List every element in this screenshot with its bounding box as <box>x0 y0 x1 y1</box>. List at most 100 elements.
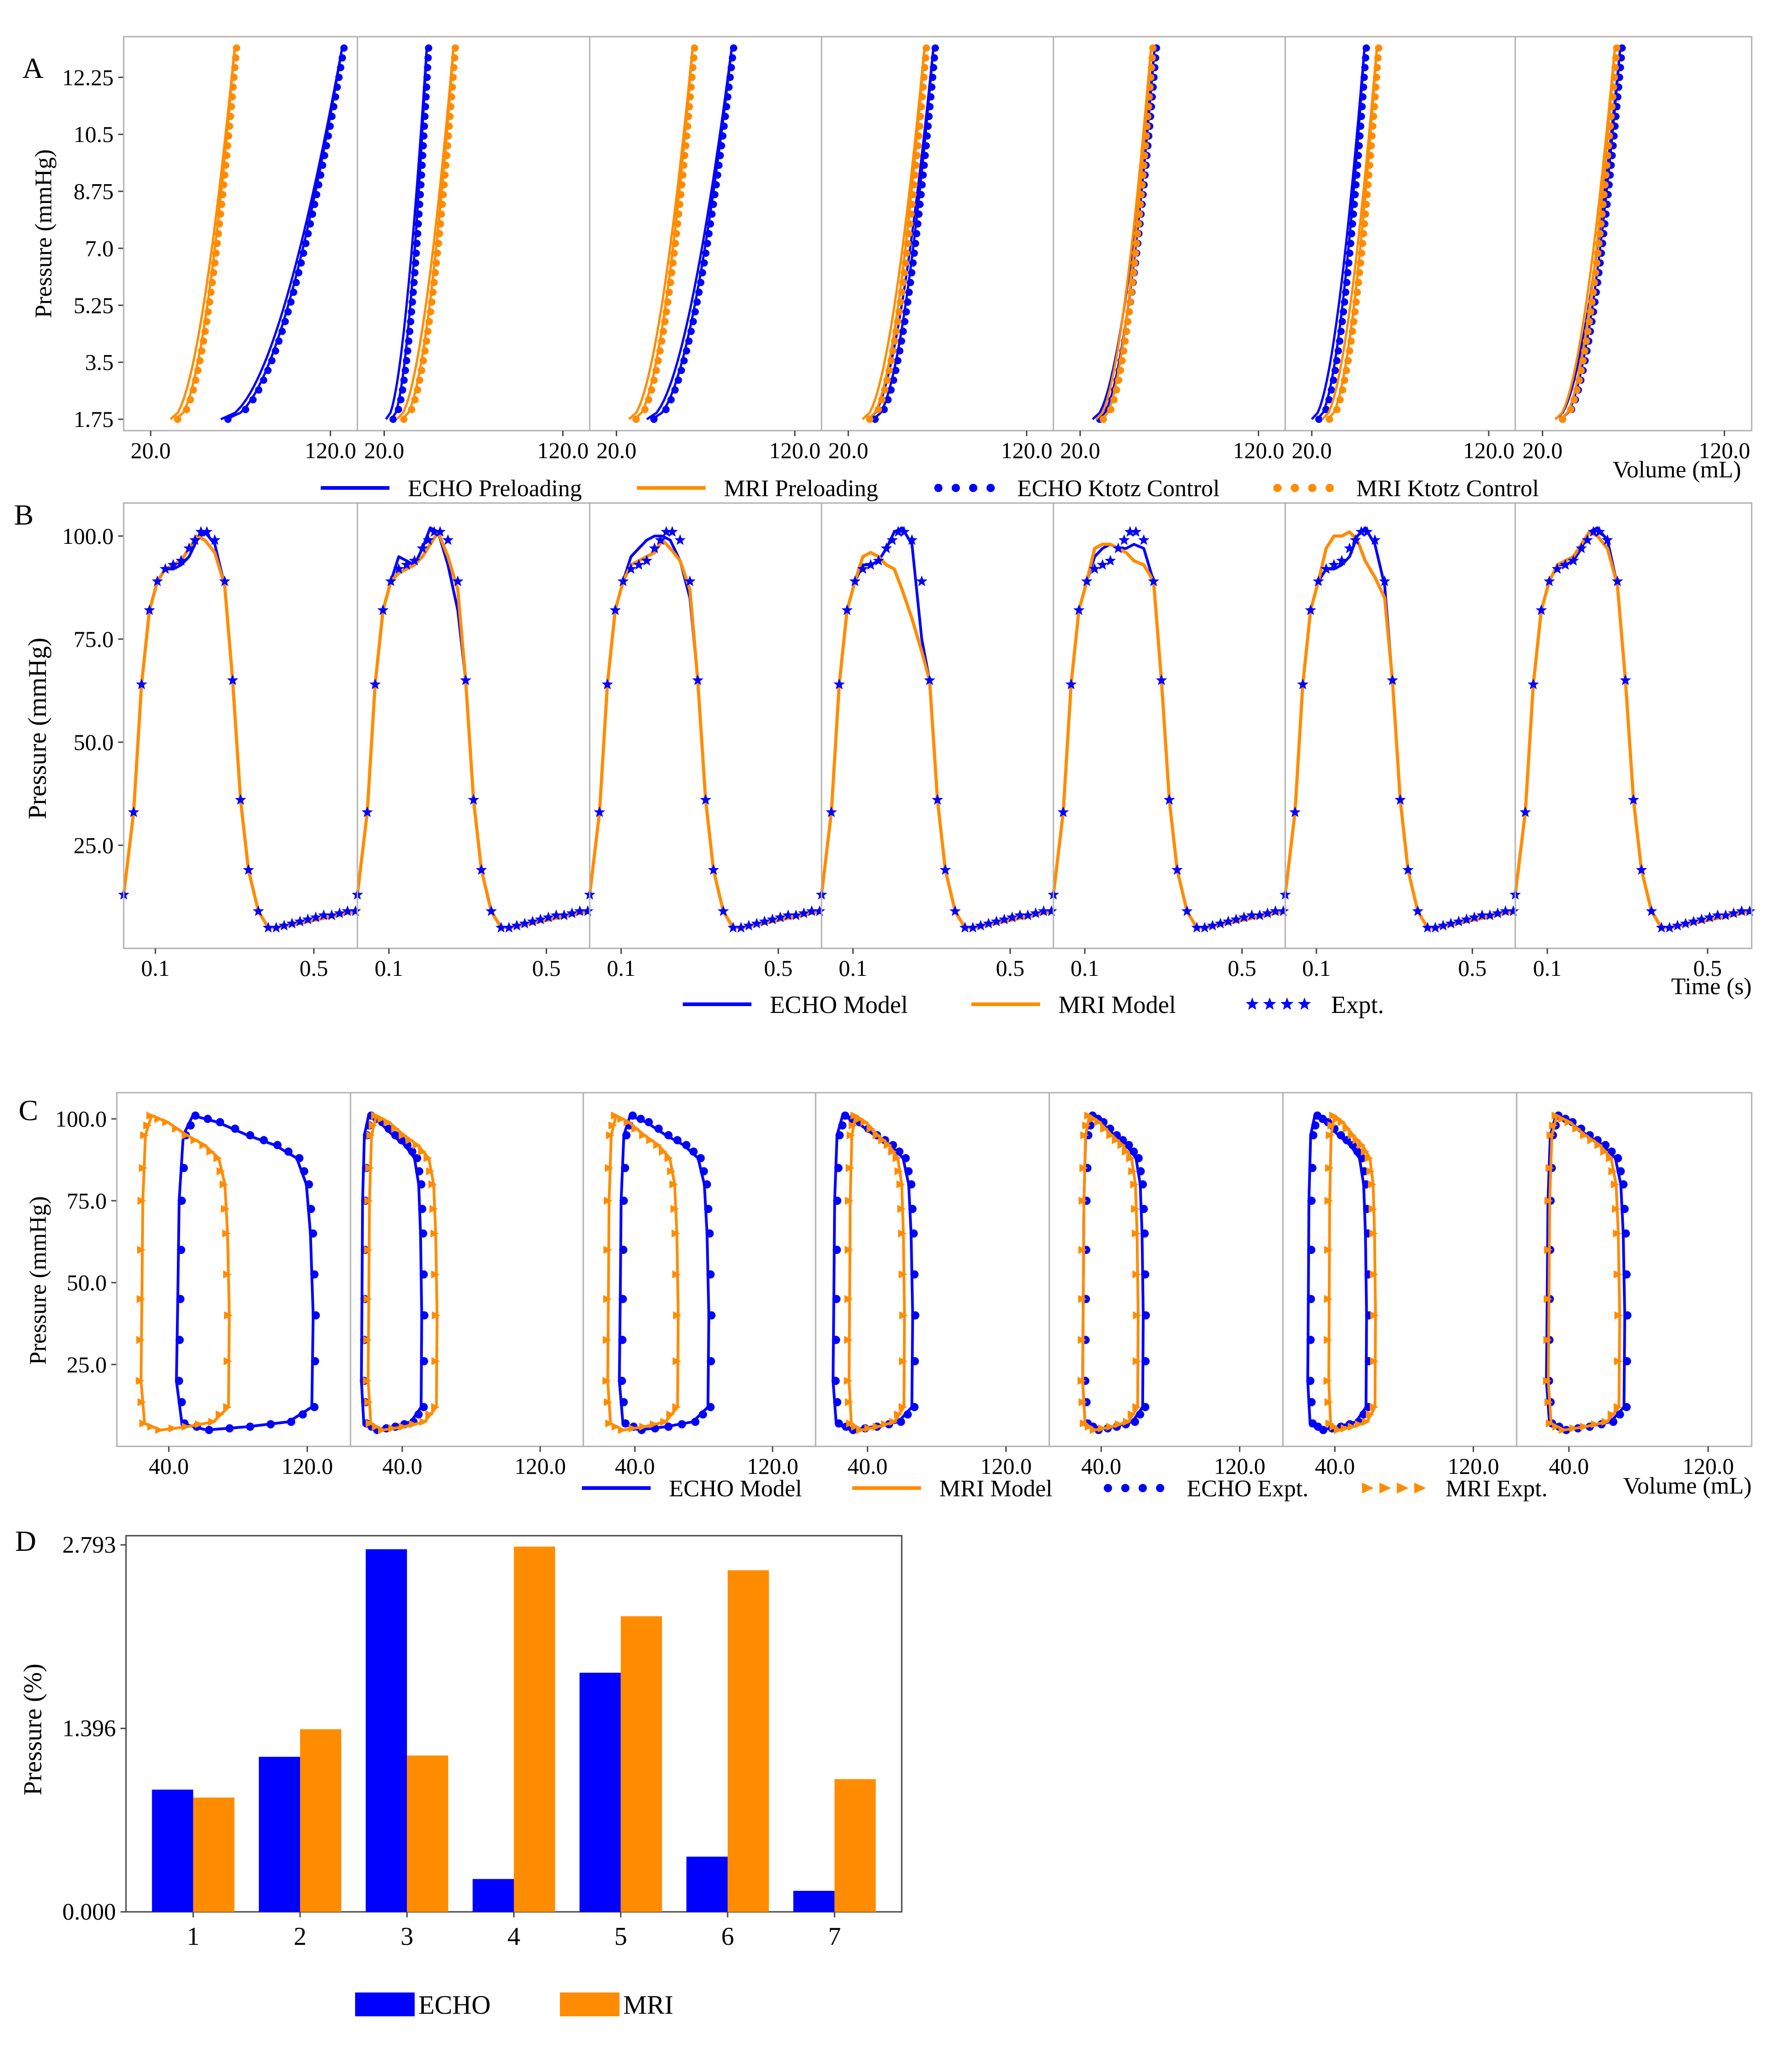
panel-c-echo-expt-point <box>391 1131 400 1139</box>
panel-b-expt-point <box>916 575 928 586</box>
panel-c-echo-expt-point <box>1141 1311 1150 1320</box>
panel-c-mri-expt-point <box>1587 1136 1596 1144</box>
panel-b-expt-point <box>416 542 428 553</box>
panel-a-echo-control-point <box>896 347 904 355</box>
panel-a-echo-preloading-line <box>385 48 428 420</box>
bar-mri-4 <box>514 1546 555 1912</box>
panel-b-expt-point <box>1601 534 1613 545</box>
panel-c-mri-expt-point <box>866 1124 875 1133</box>
panel-c-subplot-7 <box>1543 1111 1632 1434</box>
panel-a-echo-control-point <box>880 405 888 413</box>
legend-echo-ktotz-control-swatch <box>969 484 977 492</box>
panel-a-mri-control-point <box>904 240 912 247</box>
panel-c-mri-expt-point <box>365 1419 374 1428</box>
panel-a-echo-control-point <box>1358 113 1365 120</box>
panel-c-echo-expt-point <box>621 1164 630 1172</box>
panel-a-echo-control-point <box>1360 73 1368 81</box>
panel-c-echo-expt-point <box>1308 1164 1317 1172</box>
panel-a-mri-control-point <box>433 259 440 267</box>
panel-a-mri-control-point <box>211 259 219 267</box>
panel-b-expt-point <box>1112 542 1124 553</box>
panel-c-echo-expt-point <box>1306 1377 1315 1385</box>
panel-b-expt-point <box>1118 534 1130 545</box>
panel-b-subplot-4-frame <box>821 502 1054 949</box>
panel-a-echo-control-point <box>422 83 430 91</box>
panel-a-mri-control-point <box>1593 259 1600 267</box>
panel-c-echo-expt-point <box>1140 1229 1149 1238</box>
panel-a-x-tick-label: 120.0 <box>537 438 589 463</box>
panel-c-mri-expt-point <box>1552 1423 1561 1431</box>
panel-a-echo-control-point <box>718 142 725 150</box>
panel-a-echo-preloading-line <box>1311 48 1366 420</box>
panel-c-mri-expt-point <box>1122 1147 1131 1156</box>
panel-b-expt-point <box>278 920 290 930</box>
panel-a: A Pressure (mmHg) 1.75 3.5 5.25 7.0 8.75 10.5 12… <box>22 36 1753 502</box>
panel-a-mri-control-point <box>683 132 690 140</box>
panel-a-mri-control-point <box>902 259 910 267</box>
panel-a-mri-control-point <box>913 152 921 159</box>
panel-a-mri-control-point <box>230 73 238 81</box>
panel-c-mri-expt-point <box>364 1197 373 1205</box>
panel-b-subplot-2-frame <box>356 502 591 949</box>
panel-a-mri-control-point <box>408 405 416 413</box>
panel-a-echo-control-point <box>400 376 408 384</box>
panel-a-y-tick-label: 10.5 <box>74 121 114 147</box>
panel-c-mri-expt-point <box>1117 1141 1126 1149</box>
panel-a-mri-control-point <box>419 357 427 365</box>
panel-c-echo-expt-point <box>177 1246 186 1254</box>
panel-a-mri-control-point <box>1128 288 1135 296</box>
panel-d-x-tick-label: 7 <box>828 1922 841 1951</box>
panel-c-mri-expt-point <box>1370 1311 1379 1319</box>
panel-b-x-tick-label: 0.1 <box>838 955 867 981</box>
panel-a-mri-control-point <box>430 279 438 286</box>
panel-c-mri-expt-point <box>602 1377 611 1385</box>
panel-a-echo-control-point <box>693 298 701 306</box>
panel-c-subplot-5 <box>1077 1111 1150 1434</box>
panel-a-mri-control-point <box>1326 416 1333 423</box>
panel-a-mri-control-point <box>1107 405 1115 413</box>
panel-a-mri-control-point <box>1575 376 1583 384</box>
panel-c-echo-expt-point <box>414 1410 423 1419</box>
panel-b-y-axis-label: Pressure (mmHg) <box>23 638 52 820</box>
panel-a-mri-control-point <box>909 191 917 198</box>
panel-a-mri-control-point <box>1347 337 1355 345</box>
panel-a-echo-control-point <box>1353 171 1361 179</box>
panel-a-subplot-4-frame <box>821 36 1054 432</box>
panel-a-mri-control-point <box>434 240 442 247</box>
panel-c-echo-expt-point <box>1309 1131 1318 1139</box>
panel-b-expt-point <box>1655 922 1667 933</box>
panel-a-x-tick-label: 20.0 <box>364 438 405 463</box>
panel-a-echo-control-point <box>715 161 723 169</box>
panel-c-echo-expt-point <box>1319 1426 1328 1434</box>
panel-b-echo-model-line <box>122 531 358 929</box>
panel-b-expt-point <box>1369 534 1381 545</box>
panel-c-mri-expt-point <box>199 1141 208 1149</box>
panel-c-echo-expt-point <box>1601 1141 1610 1149</box>
panel-c-mri-expt-point <box>1572 1124 1581 1133</box>
panel-a-mri-control-point <box>1117 367 1124 374</box>
panel-a-mri-control-point <box>429 288 437 296</box>
panel-c-mri-expt-point <box>1329 1111 1338 1120</box>
panel-a-echo-control-point <box>726 73 734 81</box>
panel-a-mri-control-point <box>632 416 640 423</box>
panel-a-echo-control-point <box>720 122 728 130</box>
panel-b-expt-point <box>1313 575 1324 586</box>
panel-a-mri-control-point <box>656 347 664 355</box>
panel-c-mri-expt-point <box>1558 1426 1567 1434</box>
panel-a-y-tick-label: 1.75 <box>74 406 114 432</box>
panel-c-mri-expt-point <box>667 1167 676 1176</box>
panel-a-echo-control-point <box>716 152 724 159</box>
panel-a-mri-control-point <box>449 73 457 81</box>
legend-echo-ktotz-control: ECHO Ktotz Control <box>934 476 1220 502</box>
panel-a-mri-control-point <box>444 132 452 140</box>
panel-c-echo-expt-point <box>833 1246 841 1254</box>
panel-a-echo-control-point <box>931 54 938 62</box>
panel-b-mri-model-line <box>1052 542 1286 930</box>
panel-b-expt-point <box>1492 907 1504 918</box>
legend-echo-expt: ECHO Expt. <box>1104 1476 1309 1502</box>
panel-b-mri-model-line <box>820 551 1054 930</box>
panel-c-mri-expt-point <box>363 1295 373 1303</box>
legend-mri-model-label: MRI Model <box>1058 991 1176 1018</box>
panel-b-expt-point <box>594 806 605 817</box>
panel-c-echo-expt-point <box>1622 1270 1631 1279</box>
